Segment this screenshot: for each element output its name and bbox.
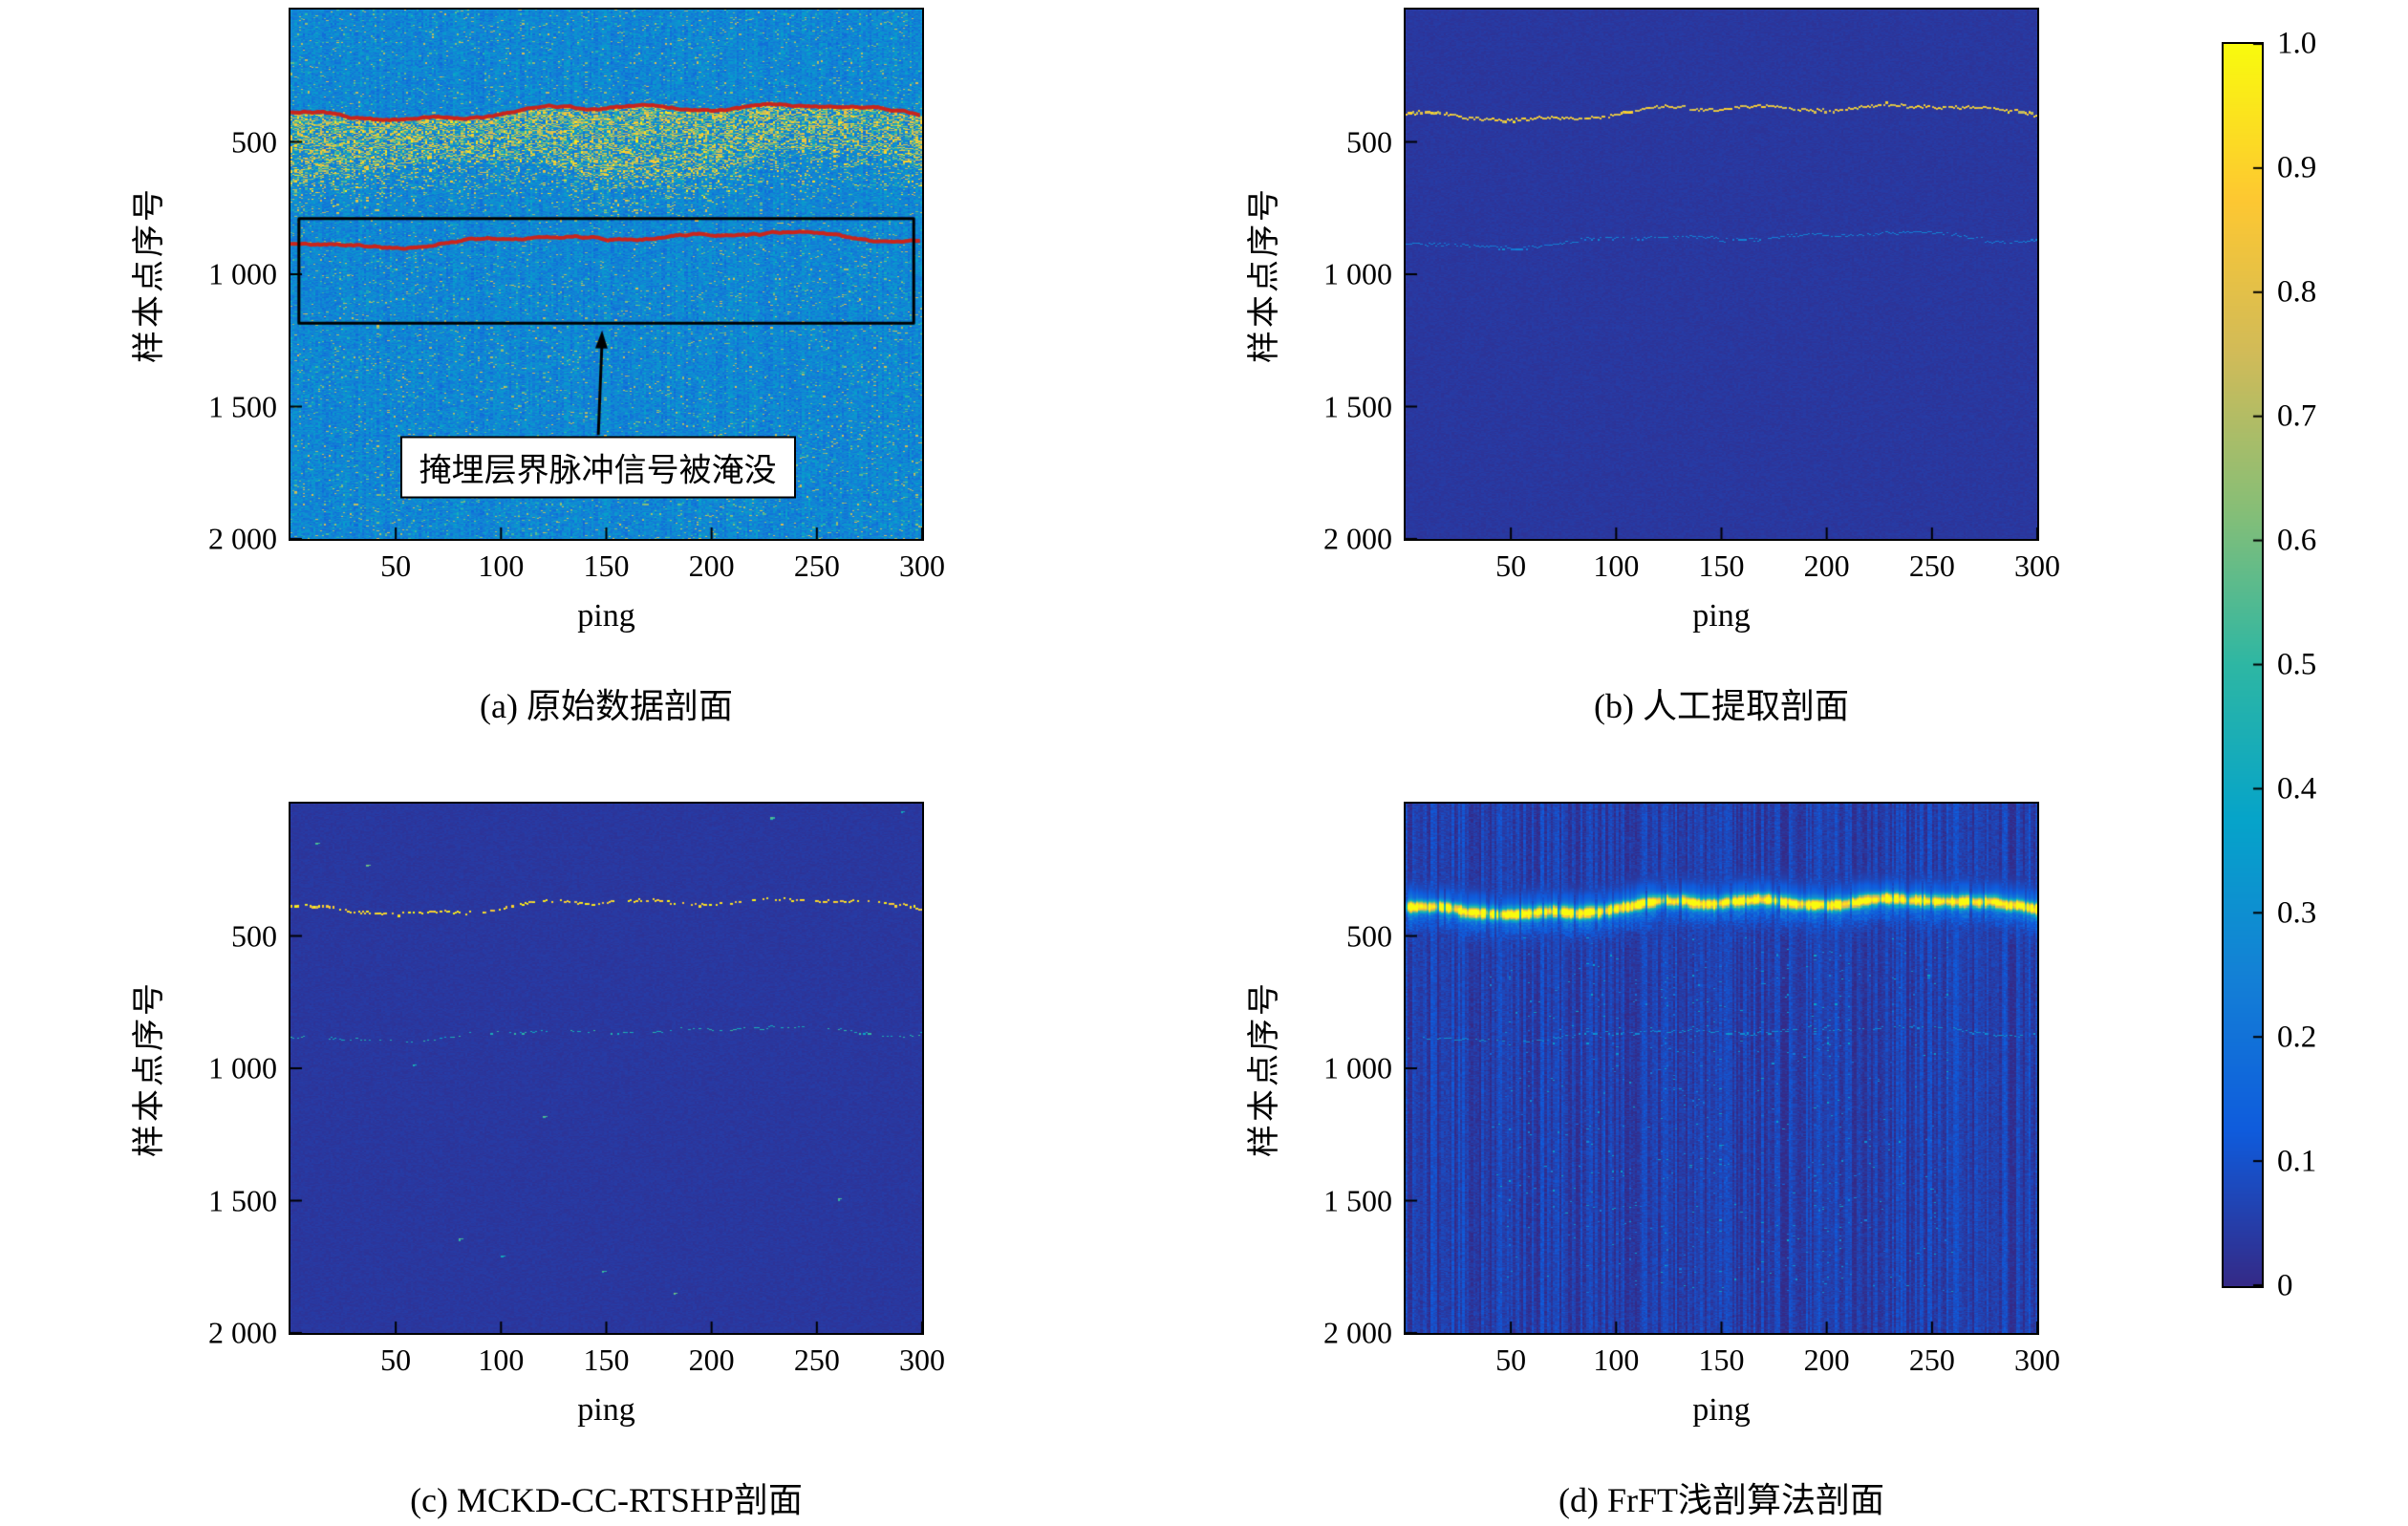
x-tick-label: 150 (1698, 548, 1745, 583)
heatmap-canvas (1406, 10, 2037, 539)
x-tick-label: 300 (899, 1343, 945, 1377)
y-tick-label: 1 500 (208, 1183, 277, 1217)
y-tick-label: 1 000 (1323, 256, 1392, 291)
y-tick-label: 500 (1346, 918, 1392, 953)
x-axis-label: ping (1692, 1392, 1751, 1428)
x-axis-label: ping (577, 1392, 635, 1428)
x-tick-label: 100 (1593, 548, 1640, 583)
colorbar-tick-label: 0.4 (2277, 771, 2317, 806)
y-tick-label: 2 000 (208, 521, 277, 556)
y-tick-label: 1 000 (208, 256, 277, 291)
y-tick-label: 2 000 (1323, 521, 1392, 556)
y-tick-label: 500 (231, 918, 277, 953)
colorbar-tick-labels: 1.0 0.9 0.8 0.7 0.6 0.5 0.4 0.3 0.2 0.1 0 (2277, 27, 2363, 1303)
colorbar-tick-label: 0.6 (2277, 523, 2317, 558)
y-axis-ticks: 500 1 000 1 500 2 000 (1249, 10, 1392, 556)
colorbar-tick-label: 0 (2277, 1268, 2293, 1303)
panel-caption: (a) 原始数据剖面 (480, 687, 733, 725)
x-tick-label: 200 (1803, 548, 1850, 583)
y-tick-label: 1 000 (208, 1050, 277, 1085)
x-tick-label: 50 (380, 548, 412, 583)
y-tick-label: 1 500 (208, 389, 277, 423)
heatmap-canvas (290, 804, 922, 1333)
panel-caption: (d) FrFT浅剖算法剖面 (1559, 1481, 1884, 1519)
x-axis-label: ping (577, 598, 635, 634)
colorbar-tick-label: 0.1 (2277, 1144, 2317, 1179)
colorbar-tick-label: 0.2 (2277, 1020, 2317, 1055)
colorbar-tick-label: 0.9 (2277, 150, 2317, 185)
panel-frft-algorithm: 样本点序号 500 1 000 1 500 2 000 50 100 150 200 250 3… (1247, 802, 2060, 1519)
x-tick-label: 50 (380, 1343, 412, 1377)
x-tick-label: 250 (1908, 548, 1955, 583)
x-tick-label: 150 (583, 548, 630, 583)
colorbar-canvas (2224, 44, 2262, 1286)
panel-manual-extraction: 样本点序号 500 1 000 1 500 2 000 50 100 150 200 250 3… (1247, 8, 2060, 725)
x-tick-label: 150 (583, 1343, 630, 1377)
x-axis-ticks: 50 100 150 200 250 300 (1406, 548, 2060, 591)
x-tick-label: 50 (1495, 548, 1527, 583)
colorbar-tick-label: 0.8 (2277, 274, 2317, 310)
panel-mckd-cc-rtshp: 样本点序号 500 1 000 1 500 2 000 50 100 150 200 250 3… (132, 802, 945, 1519)
x-tick-label: 200 (1803, 1343, 1850, 1377)
colorbar-tick-label: 0.3 (2277, 895, 2317, 931)
y-tick-label: 1 000 (1323, 1050, 1392, 1085)
x-tick-label: 100 (478, 1343, 525, 1377)
x-axis-ticks: 50 100 150 200 250 300 (1406, 1343, 2060, 1385)
y-tick-label: 2 000 (1323, 1315, 1392, 1350)
x-tick-label: 250 (793, 1343, 840, 1377)
x-tick-label: 50 (1495, 1343, 1527, 1377)
x-axis-ticks: 50 100 150 200 250 300 (290, 1343, 945, 1385)
colorbar: 1.0 0.9 0.8 0.7 0.6 0.5 0.4 0.3 0.2 0.1 0 (2222, 27, 2316, 1303)
x-tick-label: 300 (899, 548, 945, 583)
y-axis-ticks: 500 1 000 1 500 2 000 (1249, 804, 1392, 1350)
x-tick-label: 250 (793, 548, 840, 583)
x-tick-label: 100 (1593, 1343, 1640, 1377)
y-tick-label: 500 (231, 124, 277, 159)
x-tick-label: 200 (688, 1343, 735, 1377)
x-tick-label: 300 (2014, 548, 2060, 583)
colorbar-tick-label: 0.7 (2277, 398, 2317, 434)
panel-caption: (c) MCKD-CC-RTSHP剖面 (410, 1481, 803, 1519)
y-axis-ticks: 500 1 000 1 500 2 000 (134, 10, 277, 556)
x-tick-label: 300 (2014, 1343, 2060, 1377)
x-tick-label: 250 (1908, 1343, 1955, 1377)
colorbar-tick-label: 1.0 (2277, 26, 2317, 61)
heatmap-canvas (1406, 804, 2037, 1333)
x-axis-label: ping (1692, 598, 1751, 634)
annotation-label: 掩埋层界脉冲信号被淹没 (399, 436, 796, 499)
x-axis-ticks: 50 100 150 200 250 300 (290, 548, 945, 591)
colorbar-tick-label: 0.5 (2277, 647, 2317, 682)
y-tick-label: 1 500 (1323, 1183, 1392, 1217)
y-tick-label: 1 500 (1323, 389, 1392, 423)
panel-caption: (b) 人工提取剖面 (1594, 687, 1849, 725)
x-tick-label: 200 (688, 548, 735, 583)
y-axis-ticks: 500 1 000 1 500 2 000 (134, 804, 277, 1350)
x-tick-label: 100 (478, 548, 525, 583)
panel-original-data: 掩埋层界脉冲信号被淹没 样本点序号 500 1 000 1 500 2 000 50 1… (132, 8, 945, 725)
x-tick-label: 150 (1698, 1343, 1745, 1377)
y-tick-label: 2 000 (208, 1315, 277, 1350)
y-tick-label: 500 (1346, 124, 1392, 159)
